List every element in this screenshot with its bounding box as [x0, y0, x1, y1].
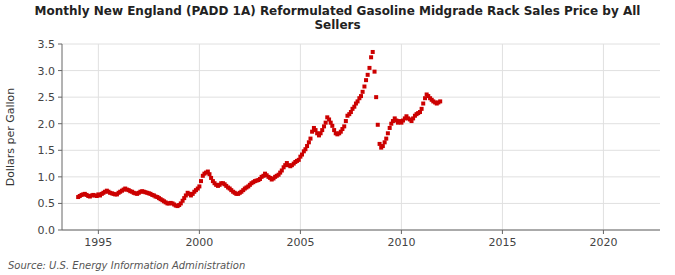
x-tick — [502, 230, 503, 234]
point — [367, 66, 371, 70]
title-line: Sellers — [314, 18, 360, 32]
point — [344, 119, 348, 123]
x-grid-line — [603, 44, 604, 230]
point — [366, 73, 370, 77]
title: Monthly New England (PADD 1A) Reformulat… — [35, 4, 641, 32]
x-tick — [401, 230, 402, 234]
y-axis-label: Dollars per Gallon — [4, 88, 17, 187]
y-grid-line — [62, 230, 660, 231]
y-tick-label: 0.0 — [38, 224, 56, 237]
x-tick-label: 2015 — [488, 236, 516, 249]
title-line: Monthly New England (PADD 1A) Reformulat… — [35, 4, 641, 18]
x-tick-label: 2005 — [286, 236, 314, 249]
y-tick — [58, 44, 62, 45]
point — [386, 131, 390, 135]
y-tick — [58, 203, 62, 204]
point — [322, 124, 326, 128]
point — [364, 78, 368, 82]
x-grid-line — [502, 44, 503, 230]
y-grid-line — [62, 70, 660, 71]
point — [324, 121, 328, 125]
y-tick-label: 0.5 — [38, 197, 56, 210]
point — [420, 107, 424, 111]
axes: 0.0 0.5 1.0 1.5 2.0 2.5 3.0 3.5 1995 2000 2005 2010… — [4, 38, 660, 249]
x-tick — [199, 230, 200, 234]
x-tick-label: 2020 — [589, 236, 617, 249]
point — [384, 137, 388, 141]
point — [310, 130, 314, 134]
y-tick-label: 2.5 — [38, 91, 56, 104]
point — [438, 99, 442, 103]
point — [388, 126, 392, 130]
point — [330, 124, 334, 128]
point — [361, 90, 365, 94]
y-tick — [58, 150, 62, 151]
y-grid-line — [62, 203, 660, 204]
point — [376, 123, 380, 127]
y-grid-line — [62, 123, 660, 124]
point — [308, 137, 312, 141]
x-tick-label: 2010 — [387, 236, 415, 249]
y-axis-line — [62, 44, 63, 230]
point — [421, 102, 425, 106]
point — [359, 94, 363, 98]
y-grid-line — [62, 150, 660, 151]
y-tick-label: 3.5 — [38, 38, 56, 51]
y-tick-label: 1.0 — [38, 171, 56, 184]
y-tick — [58, 123, 62, 124]
point — [362, 85, 366, 89]
point — [320, 128, 324, 132]
point — [199, 179, 203, 183]
x-axis-line — [62, 230, 660, 231]
point — [305, 144, 309, 148]
point — [197, 184, 201, 188]
x-grid-line — [199, 44, 200, 230]
source-note: Source: U.S. Energy Information Administ… — [8, 260, 245, 271]
point — [374, 95, 378, 99]
y-tick — [58, 176, 62, 177]
x-grid-line — [98, 44, 99, 230]
y-grid-line — [62, 44, 660, 45]
x-grid-line — [401, 44, 402, 230]
y-tick — [58, 97, 62, 98]
x-tick — [98, 230, 99, 234]
point — [373, 70, 377, 74]
y-tick-label: 1.5 — [38, 144, 56, 157]
chart-container: Monthly New England (PADD 1A) Reformulat… — [0, 0, 675, 275]
point — [207, 172, 211, 176]
x-tick-label: 1995 — [84, 236, 112, 249]
x-tick — [300, 230, 301, 234]
point — [369, 55, 373, 59]
x-tick — [603, 230, 604, 234]
point — [307, 140, 311, 144]
y-grid-line — [62, 176, 660, 177]
grid — [62, 44, 660, 230]
y-tick — [58, 230, 62, 231]
point — [381, 144, 385, 148]
chart-svg: Monthly New England (PADD 1A) Reformulat… — [0, 0, 675, 275]
x-grid-line — [300, 44, 301, 230]
y-tick — [58, 70, 62, 71]
point — [342, 124, 346, 128]
y-tick-label: 2.0 — [38, 118, 56, 131]
y-tick-label: 3.0 — [38, 65, 56, 78]
x-tick-label: 2000 — [185, 236, 213, 249]
points — [76, 50, 442, 208]
point — [383, 140, 387, 144]
point — [371, 50, 375, 54]
